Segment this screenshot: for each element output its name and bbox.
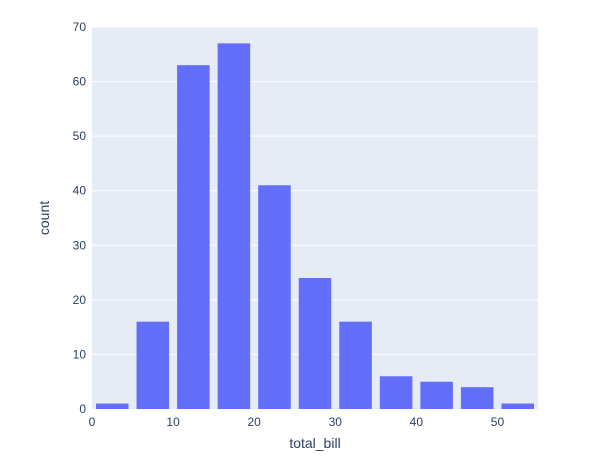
histogram-bar bbox=[420, 381, 453, 409]
x-tick-label: 40 bbox=[410, 415, 424, 429]
x-tick-label: 30 bbox=[329, 415, 343, 429]
histogram-bar bbox=[96, 403, 129, 409]
histogram-bar bbox=[501, 403, 534, 409]
histogram-bar bbox=[177, 65, 210, 409]
y-tick-label: 0 bbox=[79, 402, 86, 416]
x-tick-label: 0 bbox=[89, 415, 96, 429]
y-tick-label: 10 bbox=[73, 347, 87, 361]
histogram-bar bbox=[217, 43, 251, 409]
histogram-bar bbox=[258, 185, 291, 409]
y-tick-label: 20 bbox=[73, 293, 87, 307]
histogram-bar bbox=[136, 321, 170, 409]
x-tick-label: 10 bbox=[166, 415, 180, 429]
x-tick-label: 50 bbox=[491, 415, 505, 429]
y-tick-label: 40 bbox=[73, 184, 87, 198]
y-tick-label: 30 bbox=[73, 238, 87, 252]
histogram-bar bbox=[298, 278, 332, 409]
y-tick-label: 50 bbox=[73, 129, 87, 143]
x-tick-label: 20 bbox=[248, 415, 262, 429]
x-axis-ticks: 0 10 20 30 40 50 bbox=[89, 415, 505, 429]
y-axis-title: count bbox=[36, 201, 52, 235]
y-tick-label: 70 bbox=[73, 20, 87, 34]
y-tick-label: 60 bbox=[73, 75, 87, 89]
y-axis-ticks: 0 10 20 30 40 50 60 70 bbox=[73, 20, 87, 416]
histogram-bar bbox=[379, 376, 413, 409]
histogram-bar bbox=[339, 321, 372, 409]
x-axis-title: total_bill bbox=[289, 435, 340, 451]
histogram-bar bbox=[460, 387, 494, 409]
bars bbox=[96, 43, 534, 409]
